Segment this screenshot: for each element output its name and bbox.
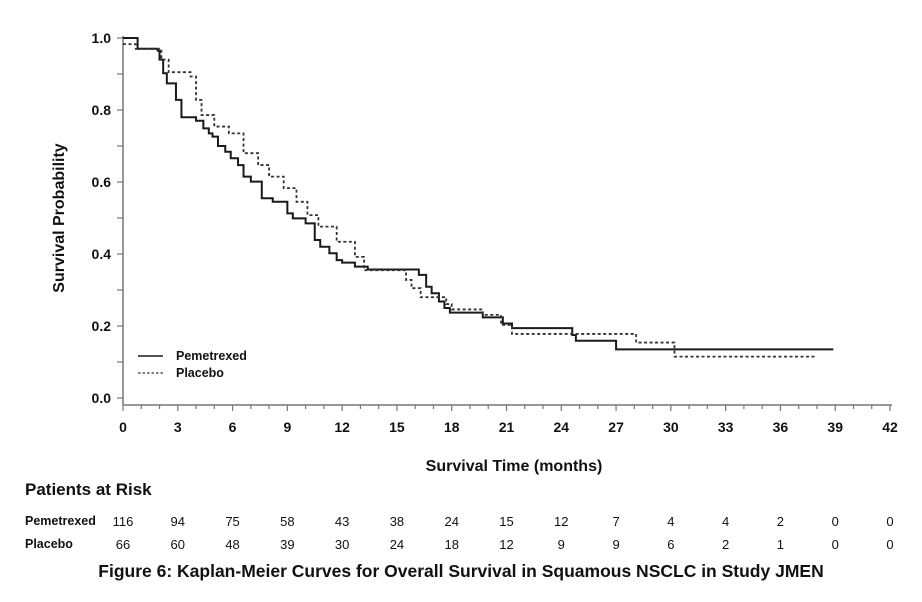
x-tick-label: 30	[663, 419, 679, 435]
risk-cell: 2	[776, 514, 785, 529]
y-axis-label: Survival Probability	[51, 143, 68, 293]
risk-cell: 0	[886, 514, 894, 529]
x-tick-label: 6	[229, 419, 237, 435]
x-tick-label: 9	[283, 419, 291, 435]
x-tick-label: 15	[389, 419, 405, 435]
risk-cell: 9	[612, 537, 620, 552]
risk-cell: 7	[612, 514, 620, 529]
x-axis-label: Survival Time (months)	[425, 458, 603, 475]
risk-cell: 0	[886, 537, 894, 552]
x-tick-label: 33	[718, 419, 734, 435]
x-tick-label: 39	[827, 419, 843, 435]
risk-row-label-pemetrexed: Pemetrexed	[25, 514, 96, 528]
risk-cell: 0	[831, 514, 839, 529]
risk-cell: 58	[280, 514, 295, 529]
km-curve-placebo	[123, 43, 816, 358]
risk-table-title: Patients at Risk	[25, 480, 152, 499]
risk-cell: 43	[334, 514, 350, 529]
risk-cell: 15	[499, 514, 514, 529]
y-tick-label: 0.6	[92, 174, 112, 190]
risk-cell: 2	[722, 537, 730, 552]
y-tick-label: 1.0	[92, 30, 112, 46]
x-tick-label: 27	[608, 419, 624, 435]
x-tick-label: 36	[773, 419, 789, 435]
x-tick-label: 12	[334, 419, 350, 435]
risk-cell: 9	[557, 537, 565, 552]
risk-cell: 66	[115, 537, 131, 552]
risk-cell: 75	[225, 514, 240, 529]
risk-cell: 0	[831, 537, 839, 552]
risk-cell: 39	[280, 537, 295, 552]
x-tick-label: 0	[119, 419, 127, 435]
risk-cell: 60	[170, 537, 186, 552]
legend-label-placebo: Placebo	[176, 366, 224, 380]
risk-cell: 4	[722, 514, 730, 529]
risk-cell: 1	[776, 537, 785, 552]
y-tick-label: 0.8	[92, 102, 112, 118]
y-tick-label: 0.4	[92, 246, 112, 262]
legend-label-pemetrexed: Pemetrexed	[176, 349, 247, 363]
y-tick-label: 0.2	[92, 318, 112, 334]
x-tick-label: 24	[553, 419, 569, 435]
x-tick-label: 18	[444, 419, 460, 435]
risk-cell: 24	[444, 514, 459, 529]
y-tick-label: 0.0	[92, 390, 112, 406]
risk-cell: 38	[389, 514, 405, 529]
figure-caption: Figure 6: Kaplan-Meier Curves for Overal…	[98, 561, 824, 581]
x-tick-label: 21	[499, 419, 515, 435]
risk-cell: 30	[334, 537, 350, 552]
x-tick-label: 42	[882, 419, 898, 435]
risk-cell: 94	[170, 514, 186, 529]
risk-cell: 12	[554, 514, 569, 529]
risk-cell: 4	[667, 514, 675, 529]
x-tick-label: 3	[174, 419, 182, 435]
risk-cell: 6	[667, 537, 675, 552]
risk-cell: 18	[444, 537, 459, 552]
risk-cell: 116	[112, 514, 134, 529]
risk-cell: 12	[499, 537, 514, 552]
risk-cell: 48	[225, 537, 240, 552]
risk-cell: 24	[389, 537, 405, 552]
risk-row-label-placebo: Placebo	[25, 537, 73, 551]
km-curve-pemetrexed	[123, 37, 834, 351]
